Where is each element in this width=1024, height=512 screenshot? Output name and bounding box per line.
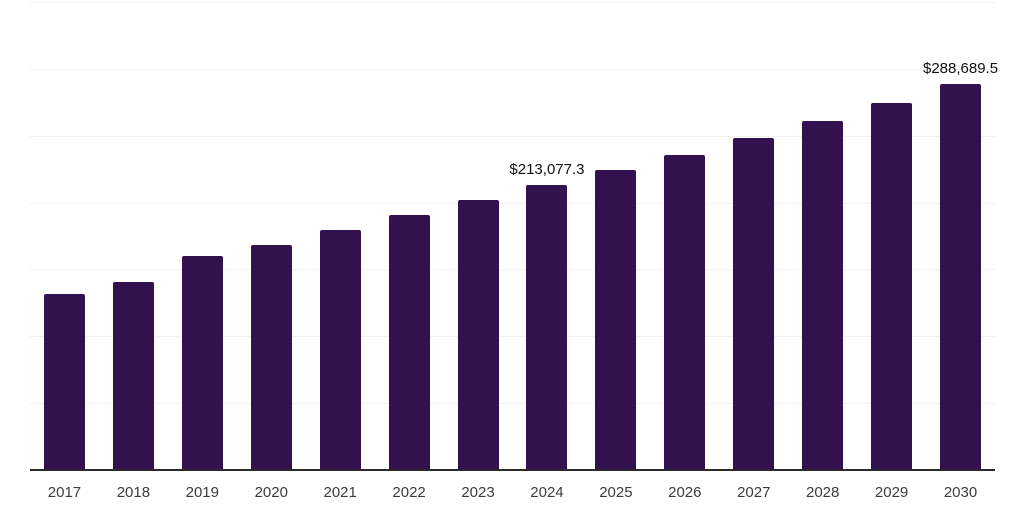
bar-2025 [595, 170, 637, 470]
x-tick-2019: 2019 [185, 484, 219, 501]
bar-2018 [112, 281, 154, 470]
bar-2017 [43, 294, 85, 470]
bar-2021 [319, 229, 361, 470]
gridline-150000 [30, 269, 995, 271]
x-tick-2030: 2030 [943, 484, 978, 501]
x-tick-2026: 2026 [668, 484, 702, 501]
x-tick-2027: 2027 [737, 484, 771, 501]
bar-2024 [526, 185, 568, 470]
bar-2030 [940, 83, 982, 470]
data-label-2030: $288,689.5 [922, 59, 999, 77]
x-tick-2017: 2017 [47, 484, 82, 501]
bar-2028 [802, 121, 844, 470]
x-tick-2022: 2022 [392, 484, 426, 501]
x-tick-2029: 2029 [874, 484, 909, 501]
gridline-250000 [30, 135, 995, 137]
gridline-350000 [30, 2, 995, 3]
x-tick-2028: 2028 [805, 484, 840, 501]
x-axis-line [30, 469, 995, 471]
x-tick-2020: 2020 [254, 484, 288, 501]
bar-2023 [457, 200, 499, 470]
data-label-2024: $213,077.3 [509, 161, 585, 179]
x-tick-2021: 2021 [323, 484, 357, 501]
bar-2022 [388, 215, 430, 470]
gridline-50000 [30, 403, 995, 405]
x-tick-2023: 2023 [461, 484, 495, 501]
gridline-200000 [30, 202, 995, 204]
bar-2027 [733, 138, 775, 470]
x-tick-2024: 2024 [530, 484, 564, 501]
bar-2026 [664, 154, 706, 470]
bar-2029 [871, 103, 913, 470]
bar-2019 [181, 255, 223, 470]
x-tick-2018: 2018 [116, 484, 151, 501]
bar-2020 [250, 244, 292, 470]
gridline-300000 [30, 68, 995, 70]
gridline-100000 [30, 336, 995, 338]
x-tick-2025: 2025 [599, 484, 633, 501]
